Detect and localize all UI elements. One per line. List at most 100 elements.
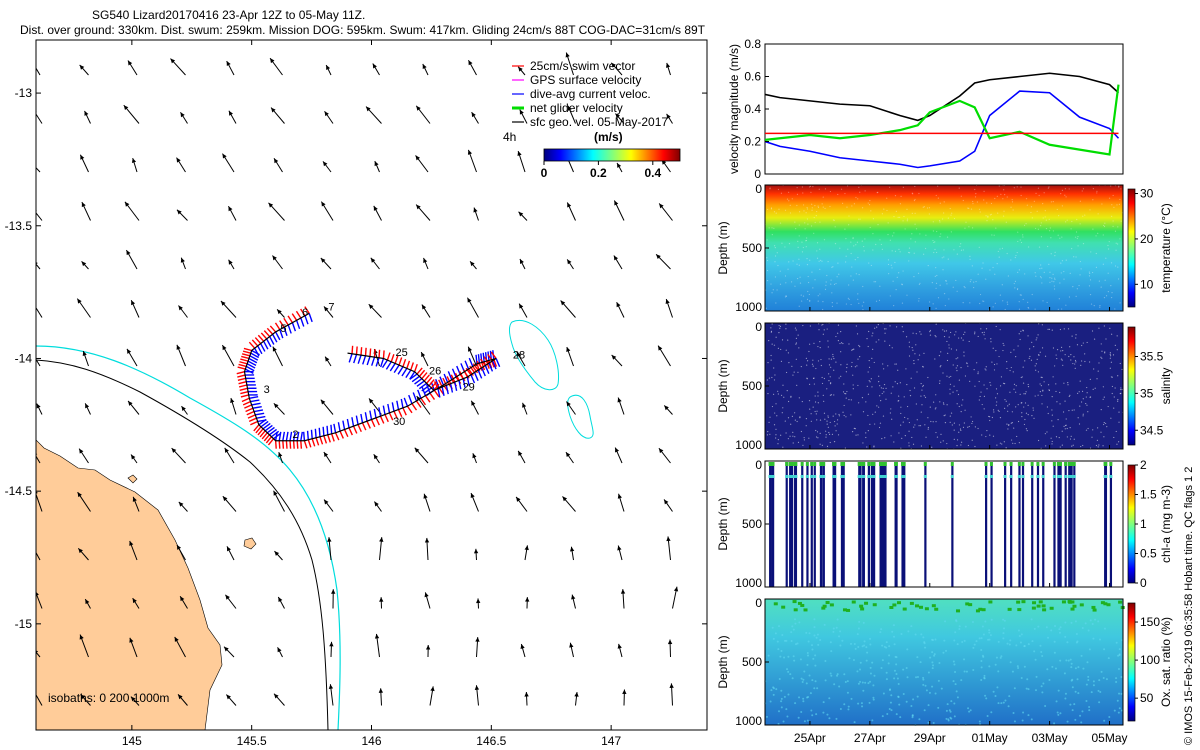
dac-vector	[412, 392, 418, 402]
map-panel: 2 3 5 6 7 25 26 28 29 30 145 145.5 146 146.5 147 -13 -1…	[5, 39, 708, 748]
swim-vector	[238, 381, 247, 385]
colorbar-tick-label: 35.5	[1140, 350, 1164, 364]
current-arrow	[176, 209, 188, 221]
colorbar-tick-label: 1	[1140, 517, 1147, 531]
day-label: 6	[302, 307, 308, 319]
dac-vector	[287, 324, 292, 334]
colorbar-tick-label: 0.2	[590, 166, 607, 180]
current-arrow	[323, 499, 334, 512]
chl-profile	[806, 465, 809, 587]
dac-vector	[362, 355, 367, 365]
swim-vector	[291, 313, 298, 321]
current-arrow	[81, 201, 91, 221]
section-colorbar-label: temperature (°C)	[1159, 203, 1173, 293]
swim-vector	[239, 387, 248, 391]
current-arrow	[178, 305, 188, 318]
section-xtick-label: 29Apr	[914, 731, 946, 745]
swim-vector	[424, 395, 431, 403]
swim-vector	[278, 440, 281, 449]
chl-profile	[882, 465, 885, 587]
current-arrow	[130, 454, 138, 464]
current-arrow	[574, 691, 579, 706]
legend-sfc-label: sfc geo. vel. 05-May-2017	[530, 115, 668, 129]
colorbar-tick-label: 100	[1140, 653, 1160, 667]
chl-profile	[879, 465, 882, 587]
reef-2	[567, 394, 594, 439]
chl-profile	[794, 465, 798, 587]
current-arrow	[374, 633, 380, 658]
current-arrow	[567, 105, 576, 124]
chl-profile	[884, 465, 887, 587]
current-arrow	[565, 451, 574, 464]
current-arrow	[123, 104, 140, 124]
current-arrow	[80, 694, 91, 706]
swim-vector	[300, 440, 303, 449]
current-arrow	[178, 501, 188, 512]
dac-vector	[326, 425, 329, 435]
dac-vector	[458, 380, 462, 390]
swim-vector	[402, 407, 407, 416]
island-2	[127, 474, 138, 484]
current-arrow	[566, 202, 576, 221]
current-arrow	[468, 59, 477, 76]
day-label: 25	[395, 347, 407, 359]
legend-net-label: net glider velocity	[530, 101, 623, 115]
chl-profile	[832, 465, 835, 587]
current-arrow	[617, 643, 623, 658]
swim-vector	[355, 346, 358, 355]
current-arrow	[424, 592, 431, 609]
chl-profile	[902, 465, 905, 587]
dac-vector	[245, 365, 255, 372]
dac-vector	[246, 363, 256, 369]
dac-vector	[260, 343, 266, 352]
day-label: 26	[429, 365, 441, 377]
swim-vector	[251, 339, 259, 347]
swim-vector	[413, 363, 418, 372]
colorbar-time-label: 4h	[503, 130, 516, 144]
dac-vector	[251, 349, 260, 356]
swim-vector	[283, 317, 289, 326]
current-arrow	[77, 548, 89, 561]
title-line-1: SG540 Lizard20170416 23-Apr 12Z to 05-Ma…	[92, 8, 366, 22]
chl-profile	[1058, 465, 1061, 587]
current-arrow	[76, 298, 91, 318]
dac-vector	[380, 358, 385, 368]
dac-vector	[470, 374, 476, 384]
colorbar-unit-label: (m/s)	[594, 130, 623, 144]
swim-vector	[388, 412, 394, 421]
current-arrow	[179, 595, 188, 609]
swim-vector	[386, 352, 391, 361]
current-arrow	[415, 204, 431, 221]
current-arrow	[613, 255, 623, 270]
swim-vector	[416, 367, 423, 375]
chl-profile	[785, 465, 788, 587]
map-xtick-label: 146	[361, 734, 381, 748]
current-arrow	[421, 304, 431, 318]
day-label: 2	[292, 429, 298, 441]
section-colorbar-label: chl-a (mg m-3)	[1159, 485, 1173, 563]
swim-vector	[375, 417, 380, 426]
swim-vector	[467, 368, 474, 376]
dac-vector	[421, 385, 430, 392]
swim-vector	[373, 349, 376, 358]
section-ytick-label: 500	[742, 517, 762, 531]
swim-vector	[351, 345, 354, 354]
swim-vector	[382, 350, 385, 359]
dac-vector	[397, 366, 404, 375]
map-xtick-label: 145	[122, 734, 142, 748]
swim-vector	[472, 366, 479, 374]
current-arrow	[227, 205, 237, 221]
swim-vector	[426, 376, 433, 384]
dac-vector	[473, 372, 479, 381]
current-arrow	[422, 63, 429, 76]
current-arrow	[180, 111, 188, 124]
colorbar-tick-label: 2	[1140, 458, 1147, 472]
swim-vector	[406, 360, 411, 369]
swim-vector	[257, 428, 264, 436]
current-arrow	[373, 454, 380, 464]
chl-profile	[1053, 465, 1056, 587]
chl-profile	[772, 465, 775, 587]
dac-vector	[477, 369, 483, 379]
map-xtick-label: 145.5	[237, 734, 267, 748]
current-arrow	[613, 200, 625, 221]
